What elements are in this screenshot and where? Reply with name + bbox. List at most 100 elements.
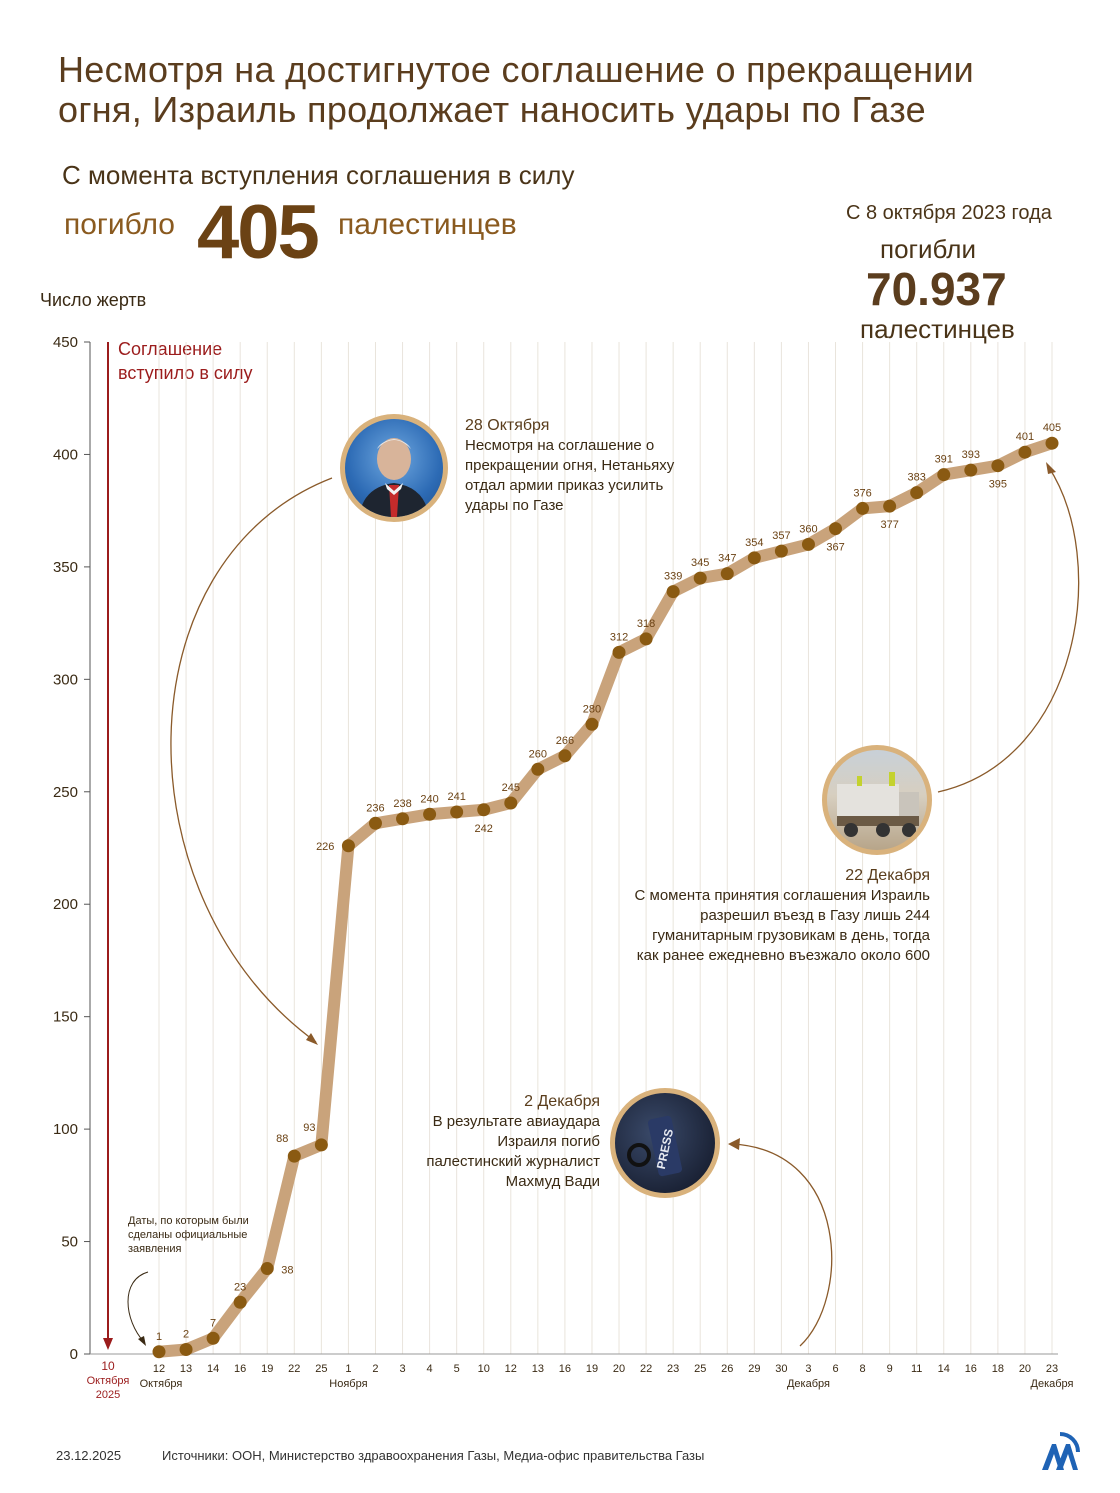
x-tick-label: 16 xyxy=(559,1363,571,1375)
title-line-2: огня, Израиль продолжает наносить удары … xyxy=(58,89,926,130)
y-tick-label: 350 xyxy=(53,559,78,576)
dec2-title: 2 Декабря xyxy=(524,1093,600,1110)
data-point xyxy=(639,632,653,646)
y-tick-label: 100 xyxy=(53,1121,78,1138)
agreement-label-line-1: Соглашение xyxy=(118,339,223,359)
total-killed: 70.937 xyxy=(866,263,1007,315)
x-tick-label: 16 xyxy=(234,1363,246,1375)
value-label: 38 xyxy=(281,1265,293,1277)
value-label: 345 xyxy=(691,557,709,569)
x-tick-label: 19 xyxy=(586,1363,598,1375)
value-label: 401 xyxy=(1016,431,1034,443)
dec22-line-1: С момента принятия соглашения Израиль xyxy=(634,887,930,904)
dec2-arrow xyxy=(731,1143,833,1347)
dec2-line-3: палестинский журналист xyxy=(426,1153,600,1170)
data-point xyxy=(829,522,843,536)
data-point xyxy=(450,805,464,819)
value-labels: 1 2 7 23 38 88 93 226 236 238 240 241 242 245 260 266 28… xyxy=(156,422,1061,1343)
subtitle: С момента вступления соглашения в силу xyxy=(62,160,575,190)
x-tick-label: 5 xyxy=(454,1363,460,1375)
annotation-dec2: 2 Декабря В результате авиаудара Израиля… xyxy=(390,1092,600,1192)
value-label: 318 xyxy=(637,618,655,630)
x-tick-label: 3 xyxy=(399,1363,405,1375)
x-month-label: Декабря xyxy=(787,1378,830,1390)
x-month-label: Октября xyxy=(140,1378,183,1390)
value-label: 260 xyxy=(529,748,547,760)
dec22-arrowhead xyxy=(1046,462,1056,474)
x-tick-label: 10 xyxy=(478,1363,490,1375)
value-label: 2 xyxy=(183,1329,189,1341)
x-tick-label: 30 xyxy=(775,1363,787,1375)
data-point xyxy=(341,839,355,853)
title-line-1: Несмотря на достигнутое соглашение о пре… xyxy=(58,49,975,90)
dec2-line-1: В результате авиаудара xyxy=(432,1113,600,1130)
value-label: 7 xyxy=(210,1317,216,1329)
x-tick-label: 25 xyxy=(694,1363,706,1375)
x-month-label: Декабря xyxy=(1031,1378,1074,1390)
agreement-label: Соглашение вступило в силу xyxy=(118,337,252,385)
x-tick-label: 19 xyxy=(261,1363,273,1375)
annotation-arrows xyxy=(103,342,1080,1350)
value-label: 405 xyxy=(1043,422,1061,434)
trucks-photo xyxy=(822,745,932,855)
dec22-line-3: гуманитарным грузовикам в день, тогда xyxy=(652,927,930,944)
value-label: 93 xyxy=(303,1122,315,1134)
data-point xyxy=(666,585,680,599)
data-point xyxy=(747,551,761,565)
dec2-arrowhead xyxy=(728,1138,740,1150)
x-tick-label: 22 xyxy=(640,1363,652,1375)
dec22-title: 22 Декабря xyxy=(845,867,930,884)
data-point xyxy=(693,571,707,585)
value-label: 245 xyxy=(502,782,520,794)
y-tick-label: 0 xyxy=(70,1346,78,1363)
x-tick-label: 20 xyxy=(1019,1363,1031,1375)
x-tick-label: 18 xyxy=(992,1363,1004,1375)
x-tick-label: 23 xyxy=(667,1363,679,1375)
data-point xyxy=(612,645,626,659)
value-label: 88 xyxy=(276,1133,288,1145)
dec22-line-2: разрешил въезд в Газу лишь 244 xyxy=(700,907,930,924)
dec22-arrow xyxy=(937,465,1080,793)
value-label: 280 xyxy=(583,703,601,715)
agreement-year: 2025 xyxy=(96,1389,120,1401)
data-point xyxy=(152,1345,166,1359)
press-vest-icon: PRESS xyxy=(627,1115,683,1177)
x-tick-label: 23 xyxy=(1046,1363,1058,1375)
agreement-month: Октября xyxy=(87,1375,130,1387)
footer-sources: Источники: ООН, Министерство здравоохран… xyxy=(162,1448,705,1463)
x-tick-label: 13 xyxy=(532,1363,544,1375)
value-label: 240 xyxy=(420,793,438,805)
data-point xyxy=(260,1262,274,1276)
x-tick-label: 20 xyxy=(613,1363,625,1375)
y-tick-label: 250 xyxy=(53,784,78,801)
x-tick-label: 4 xyxy=(427,1363,433,1375)
dates-note-line-1: Даты, по которым были xyxy=(128,1215,249,1227)
data-points xyxy=(152,436,1059,1359)
data-point xyxy=(477,803,491,817)
since-date: С 8 октября 2023 года xyxy=(846,202,1052,224)
agreement-arrowhead xyxy=(103,1338,113,1350)
data-point xyxy=(1018,445,1032,459)
aa-logo-icon xyxy=(1042,1432,1080,1470)
x-tick-label: 11 xyxy=(911,1363,922,1375)
oct28-arrow xyxy=(170,477,333,1043)
dec2-line-2: Израиля погиб xyxy=(497,1133,600,1150)
x-tick-label: 29 xyxy=(748,1363,760,1375)
x-tick-label: 25 xyxy=(315,1363,327,1375)
data-point xyxy=(396,812,410,826)
x-tick-label: 2 xyxy=(372,1363,378,1375)
x-tick-label: 16 xyxy=(965,1363,977,1375)
data-point xyxy=(1045,436,1059,450)
y-tick-label: 50 xyxy=(61,1234,78,1251)
value-label: 367 xyxy=(826,542,844,554)
data-point xyxy=(423,807,437,821)
value-label: 241 xyxy=(447,791,465,803)
data-point xyxy=(883,499,897,513)
value-label: 391 xyxy=(935,454,953,466)
killed-word: погибло xyxy=(64,208,175,241)
portrait-icon xyxy=(359,438,429,517)
data-point xyxy=(531,762,545,776)
data-point xyxy=(856,501,870,515)
value-label: 395 xyxy=(989,479,1007,491)
